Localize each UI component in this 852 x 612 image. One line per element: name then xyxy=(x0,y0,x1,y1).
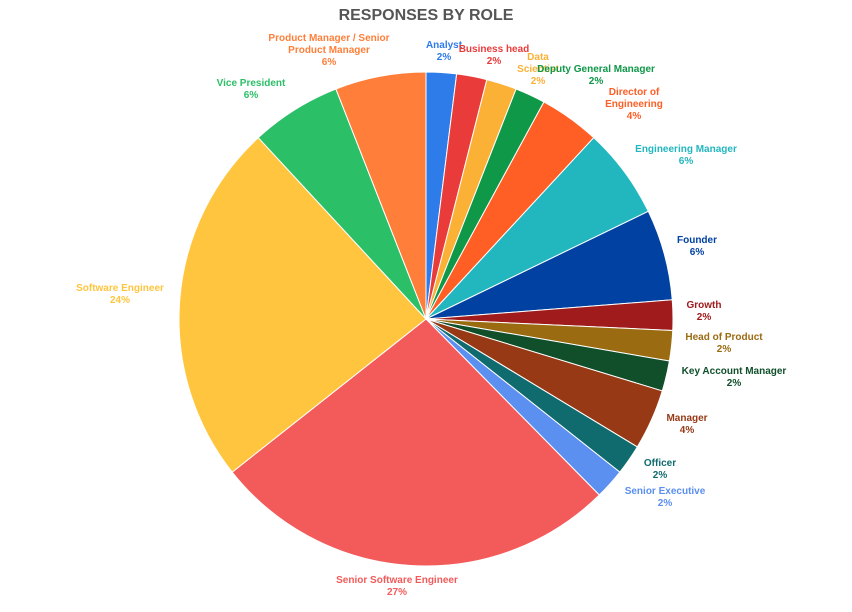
slice-percent-software-engineer: 24% xyxy=(110,295,130,306)
slice-percent-business-head: 2% xyxy=(487,56,502,67)
slice-label-analyst: Analyst 2% xyxy=(426,40,463,63)
slice-label-founder: Founder 6% xyxy=(677,235,717,258)
slice-percent-data-scientist: 2% xyxy=(531,76,546,87)
pie-labels: Analyst 2%Business head 2% Data Scientist 2%D… xyxy=(76,33,786,598)
slice-percent-director-of-engineering: 4% xyxy=(627,111,642,122)
slice-label-head-of-product: Head of Product 2% xyxy=(685,332,763,355)
slice-product-manager-senior-product-manager xyxy=(335,71,427,320)
slice-percent-analyst: 2% xyxy=(437,52,452,63)
slice-percent-head-of-product: 2% xyxy=(717,344,732,355)
slice-label-key-account-manager: Key Account Manager 2% xyxy=(682,366,787,389)
slice-percent-officer: 2% xyxy=(653,470,668,481)
slice-label-senior-software-engineer: Senior Software Engineer 27% xyxy=(336,575,458,598)
slice-label-manager: Manager 4% xyxy=(666,413,707,436)
slice-percent-manager: 4% xyxy=(680,425,695,436)
slice-percent-founder: 6% xyxy=(690,247,705,258)
slice-label-officer: Officer 2% xyxy=(644,458,676,481)
slice-percent-product-manager-senior-product-manager: 6% xyxy=(322,57,337,68)
slice-label-vice-president: Vice President 6% xyxy=(217,78,286,101)
slice-label-growth: Growth 2% xyxy=(687,300,722,323)
slice-label-data-scientist: Data Scientist 2% xyxy=(517,52,559,87)
slice-percent-senior-executive: 2% xyxy=(658,498,673,509)
slice-label-product-manager-senior-product-manager: Product Manager / Senior Product Manager 6… xyxy=(268,33,389,68)
slice-percent-senior-software-engineer: 27% xyxy=(387,587,407,598)
pie-slices xyxy=(178,71,674,567)
slice-label-software-engineer: Software Engineer 24% xyxy=(76,283,164,306)
slice-percent-deputy-general-manager: 2% xyxy=(589,76,604,87)
slice-label-deputy-general-manager: Deputy General Manager 2% xyxy=(537,64,655,87)
slice-label-business-head: Business head 2% xyxy=(459,44,530,67)
slice-percent-engineering-manager: 6% xyxy=(679,156,694,167)
slice-software-engineer xyxy=(178,136,427,473)
chart-title: RESPONSES BY ROLE xyxy=(339,7,514,24)
slice-label-engineering-manager: Engineering Manager 6% xyxy=(635,144,737,167)
slice-label-senior-executive: Senior Executive 2% xyxy=(625,486,706,509)
slice-label-director-of-engineering: Director of Engineering 4% xyxy=(605,87,663,122)
slice-senior-software-engineer xyxy=(231,318,600,567)
slice-percent-vice-president: 6% xyxy=(244,90,259,101)
slice-percent-growth: 2% xyxy=(697,312,712,323)
slice-percent-key-account-manager: 2% xyxy=(727,378,742,389)
